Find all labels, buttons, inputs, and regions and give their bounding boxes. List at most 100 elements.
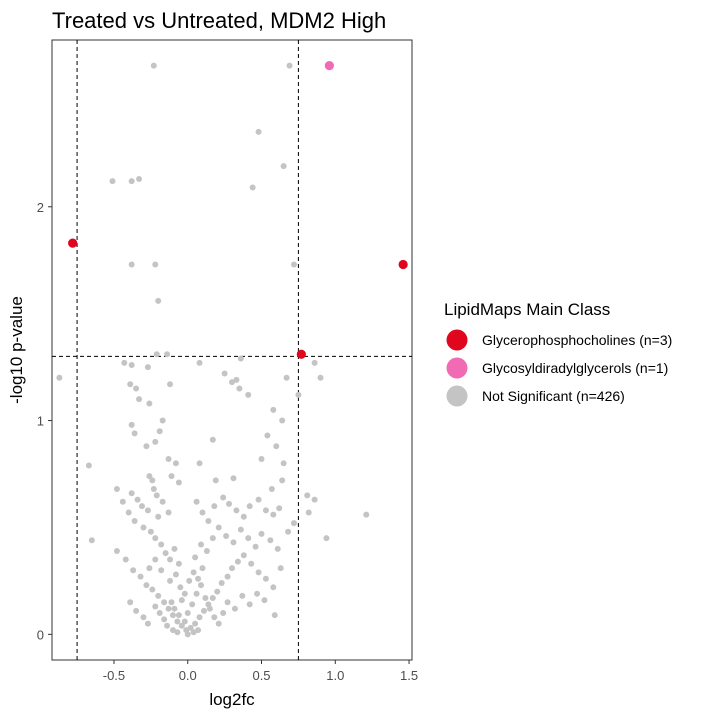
data-point-not-significant [196, 460, 203, 467]
data-point-not-significant [136, 175, 143, 182]
legend-title: LipidMaps Main Class [444, 300, 610, 319]
data-point-not-significant [130, 567, 137, 574]
data-point-not-significant [192, 620, 199, 627]
data-point-not-significant [128, 261, 135, 268]
data-point-not-significant [156, 428, 163, 435]
data-point-not-significant [165, 509, 172, 516]
y-axis: 0 1 2 [37, 200, 52, 642]
data-point-not-significant [152, 535, 159, 542]
data-point-not-significant [158, 567, 165, 574]
data-point-not-significant [147, 528, 154, 535]
data-point-not-significant [150, 62, 157, 69]
data-point-not-significant [226, 500, 233, 507]
legend-swatch [446, 329, 468, 351]
data-point-not-significant [246, 503, 253, 510]
data-point-not-significant [128, 421, 135, 428]
data-point-not-significant [161, 616, 168, 623]
data-point-not-significant [184, 609, 191, 616]
data-point-not-significant [211, 614, 218, 621]
legend-label: Glycosyldiradylglycerols (n=1) [482, 360, 668, 376]
data-points [56, 61, 408, 638]
data-point-not-significant [146, 400, 153, 407]
data-point-not-significant [192, 554, 199, 561]
data-point-not-significant [162, 550, 169, 557]
data-point-not-significant [245, 391, 252, 398]
data-point-not-significant [186, 577, 193, 584]
data-point-not-significant [273, 443, 280, 450]
data-point-not-significant [198, 582, 205, 589]
data-point-not-significant [220, 609, 227, 616]
data-point-not-significant [167, 381, 174, 388]
data-point-not-significant [140, 614, 147, 621]
data-point-not-significant [224, 573, 231, 580]
data-point-not-significant [146, 473, 153, 480]
data-point-not-significant [152, 438, 159, 445]
data-point-not-significant [254, 590, 261, 597]
data-point-not-significant [158, 541, 165, 548]
data-point-not-significant [220, 494, 227, 501]
data-point-not-significant [174, 629, 181, 636]
data-point-not-significant [224, 599, 231, 606]
data-point-not-significant [246, 601, 253, 608]
data-point-not-significant [133, 385, 140, 392]
data-point-not-significant [258, 530, 265, 537]
data-point-not-significant [255, 496, 262, 503]
data-point-not-significant [152, 261, 159, 268]
data-point-not-significant [317, 374, 324, 381]
legend-swatch [446, 357, 468, 379]
data-point-not-significant [268, 485, 275, 492]
data-point-not-significant [143, 582, 150, 589]
data-point-not-significant [290, 520, 297, 527]
data-point-not-significant [184, 631, 191, 638]
data-point-not-significant [187, 624, 194, 631]
data-point-not-significant [211, 503, 218, 510]
data-point-not-significant [150, 485, 157, 492]
data-point-not-significant [190, 569, 197, 576]
data-point-not-significant [212, 477, 219, 484]
data-point-not-significant [209, 595, 216, 601]
data-point-not-significant [88, 537, 95, 544]
data-point-not-significant [113, 547, 120, 554]
data-point-not-significant [122, 556, 129, 563]
data-point-not-significant [231, 605, 238, 612]
legend: LipidMaps Main Class Glycerophosphocholi… [444, 300, 672, 407]
data-point-not-significant [127, 381, 134, 388]
data-point-not-significant [161, 599, 168, 606]
threshold-lines [52, 40, 412, 660]
x-axis: -0.5 0.0 0.5 1.0 1.5 [103, 660, 418, 683]
data-point-not-significant [286, 62, 293, 69]
data-point-not-significant [215, 620, 222, 627]
data-point-not-significant [153, 351, 160, 358]
data-point-not-significant [206, 605, 213, 612]
data-point-not-significant [195, 575, 202, 582]
data-point-not-significant [152, 556, 159, 563]
data-point-not-significant [139, 503, 145, 510]
data-point-not-significant [245, 535, 252, 542]
data-point-not-significant [121, 359, 128, 366]
data-point-not-significant [223, 533, 230, 539]
data-point-not-significant [200, 607, 207, 614]
data-point-not-significant [56, 374, 63, 381]
data-point-not-significant [196, 614, 203, 621]
data-point-not-significant [304, 492, 311, 499]
legend-label: Not Significant (n=426) [482, 388, 625, 404]
data-point-not-significant [171, 605, 178, 612]
data-point-not-significant [144, 620, 151, 627]
data-point-not-significant [255, 569, 262, 576]
data-point-not-significant [165, 605, 172, 612]
data-point-not-significant [152, 603, 159, 610]
legend-items: Glycerophosphocholines (n=3) Glycosyldira… [446, 329, 672, 407]
y-tick-label: 1 [37, 414, 44, 429]
data-point-not-significant [193, 590, 200, 597]
data-point-not-significant [262, 575, 269, 582]
data-point-not-significant [175, 612, 182, 619]
data-point-not-significant [168, 473, 175, 480]
data-point-not-significant [159, 498, 166, 505]
data-point-not-significant [109, 178, 116, 185]
chart-title: Treated vs Untreated, MDM2 High [52, 8, 386, 33]
data-point-not-significant [280, 460, 287, 467]
data-point-not-significant [128, 178, 135, 185]
data-point-not-significant [270, 406, 277, 413]
x-tick-label: -0.5 [103, 668, 125, 683]
